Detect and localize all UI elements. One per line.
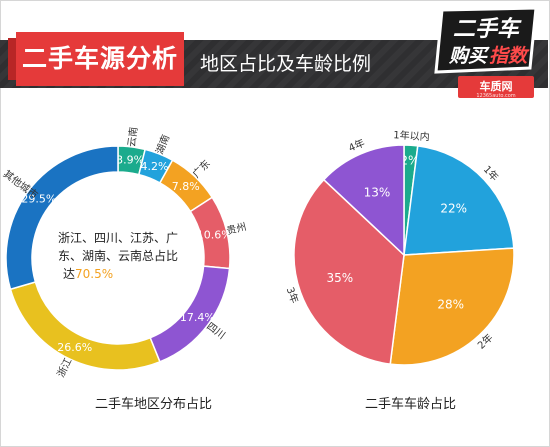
donut-value-label-2: 7.8%: [172, 180, 200, 193]
donut-value-label-3: 10.6%: [197, 229, 232, 242]
pie-category-label-4: 4年: [346, 136, 366, 154]
logo-line2a: 购买: [448, 45, 490, 67]
logo-badge: [434, 6, 538, 74]
donut-category-label-1: 湖南: [153, 133, 172, 156]
donut-slice-6: [5, 145, 119, 291]
pie-value-label-2: 28%: [437, 298, 464, 312]
pie-category-label-0: 1年以内: [393, 128, 430, 143]
donut-slice-5: [9, 281, 161, 371]
donut-chart-title: 二手车地区分布占比: [95, 397, 213, 412]
donut-value-label-4: 17.4%: [180, 311, 215, 324]
center-note-line1: 浙江、四川、江苏、广: [58, 231, 178, 245]
pie-chart-title: 二手车车龄占比: [365, 397, 457, 412]
pie-value-label-4: 13%: [364, 185, 391, 199]
donut-value-label-0: 3.9%: [116, 154, 144, 167]
donut-value-label-5: 26.6%: [57, 341, 92, 354]
title-box: 二手车源分析: [8, 32, 184, 86]
center-note-value: 70.5%: [75, 267, 113, 281]
center-note-line2: 东、湖南、云南总占比: [58, 248, 178, 263]
buying-index-logo: 二手车 购买 指数 车质网 12365auto.com: [434, 6, 538, 99]
pie-slice-3: [293, 178, 405, 365]
donut-value-label-1: 4.2%: [140, 160, 168, 173]
pie-slice-1: [403, 145, 515, 256]
page-title: 二手车源分析: [21, 44, 178, 73]
pie-slice-2: [389, 247, 515, 366]
pie-value-label-3: 35%: [326, 271, 353, 285]
logo-url: 12365auto.com: [476, 93, 515, 99]
logo-line1: 二手车: [453, 16, 522, 42]
donut-category-label-0: 云南: [125, 126, 140, 147]
pie-slice-4: [322, 144, 405, 257]
center-note-line3: 达70.5%: [63, 267, 113, 281]
page-subtitle: 地区占比及车龄比例: [200, 53, 372, 75]
pie-value-label-0: 2%: [400, 154, 419, 168]
logo-line2b: 指数: [489, 45, 530, 67]
donut-category-label-4: 四川: [204, 321, 227, 342]
logo-brand-box: [458, 76, 534, 98]
center-note-prefix: 达: [63, 267, 75, 281]
donut-category-label-3: 贵州: [225, 220, 248, 237]
logo-brand: 车质网: [480, 79, 513, 93]
pie-value-label-1: 22%: [440, 201, 467, 215]
donut-value-label-6: 29.5%: [21, 193, 56, 206]
